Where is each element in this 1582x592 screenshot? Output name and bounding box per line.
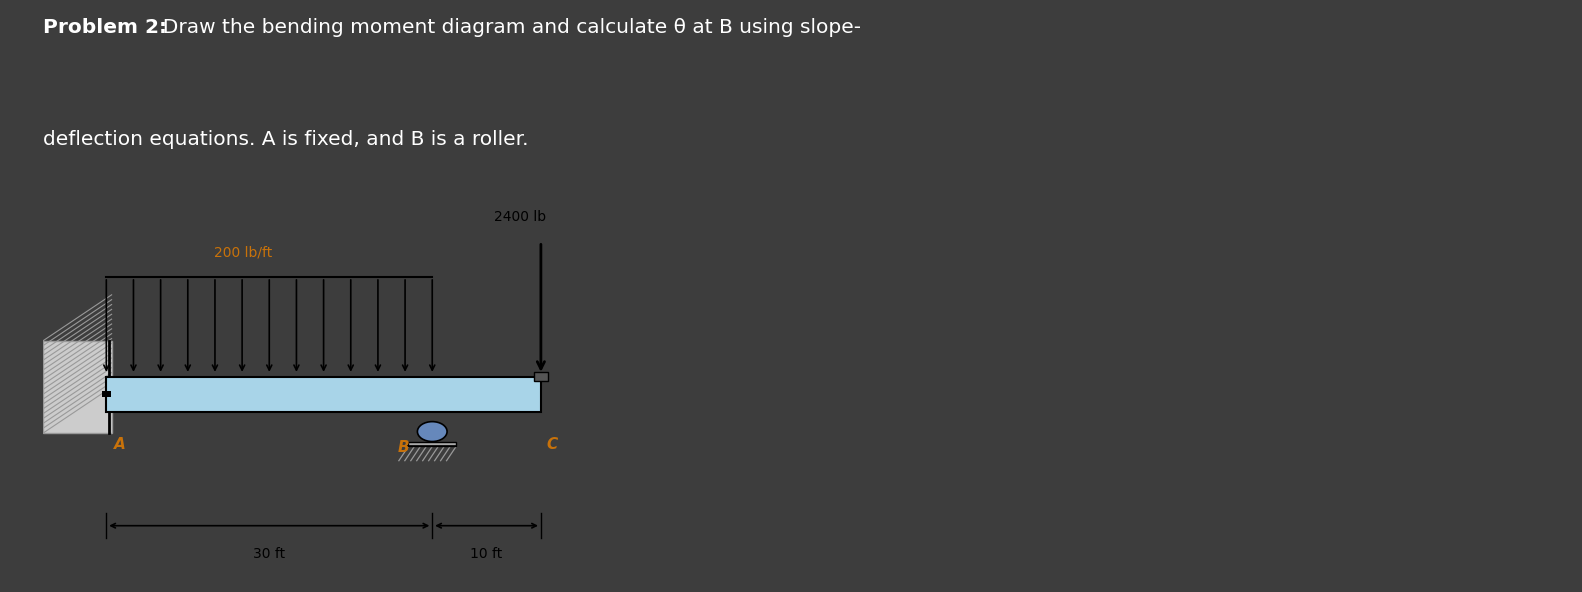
Bar <box>535 372 547 381</box>
Text: deflection equations. A is fixed, and B is a roller.: deflection equations. A is fixed, and B … <box>43 130 528 149</box>
Text: A: A <box>114 437 127 452</box>
Bar <box>408 442 456 446</box>
Text: Draw the bending moment diagram and calculate θ at B using slope-: Draw the bending moment diagram and calc… <box>150 18 861 37</box>
Text: Problem 2:: Problem 2: <box>43 18 166 37</box>
Bar <box>43 341 112 433</box>
Circle shape <box>418 422 448 442</box>
Bar <box>101 391 111 397</box>
Text: 30 ft: 30 ft <box>253 547 285 561</box>
Text: B: B <box>397 440 410 455</box>
Text: 2400 lb: 2400 lb <box>494 210 546 224</box>
Text: C: C <box>546 437 557 452</box>
Bar <box>106 377 541 412</box>
Text: 200 lb/ft: 200 lb/ft <box>214 245 272 259</box>
Text: 10 ft: 10 ft <box>470 547 503 561</box>
